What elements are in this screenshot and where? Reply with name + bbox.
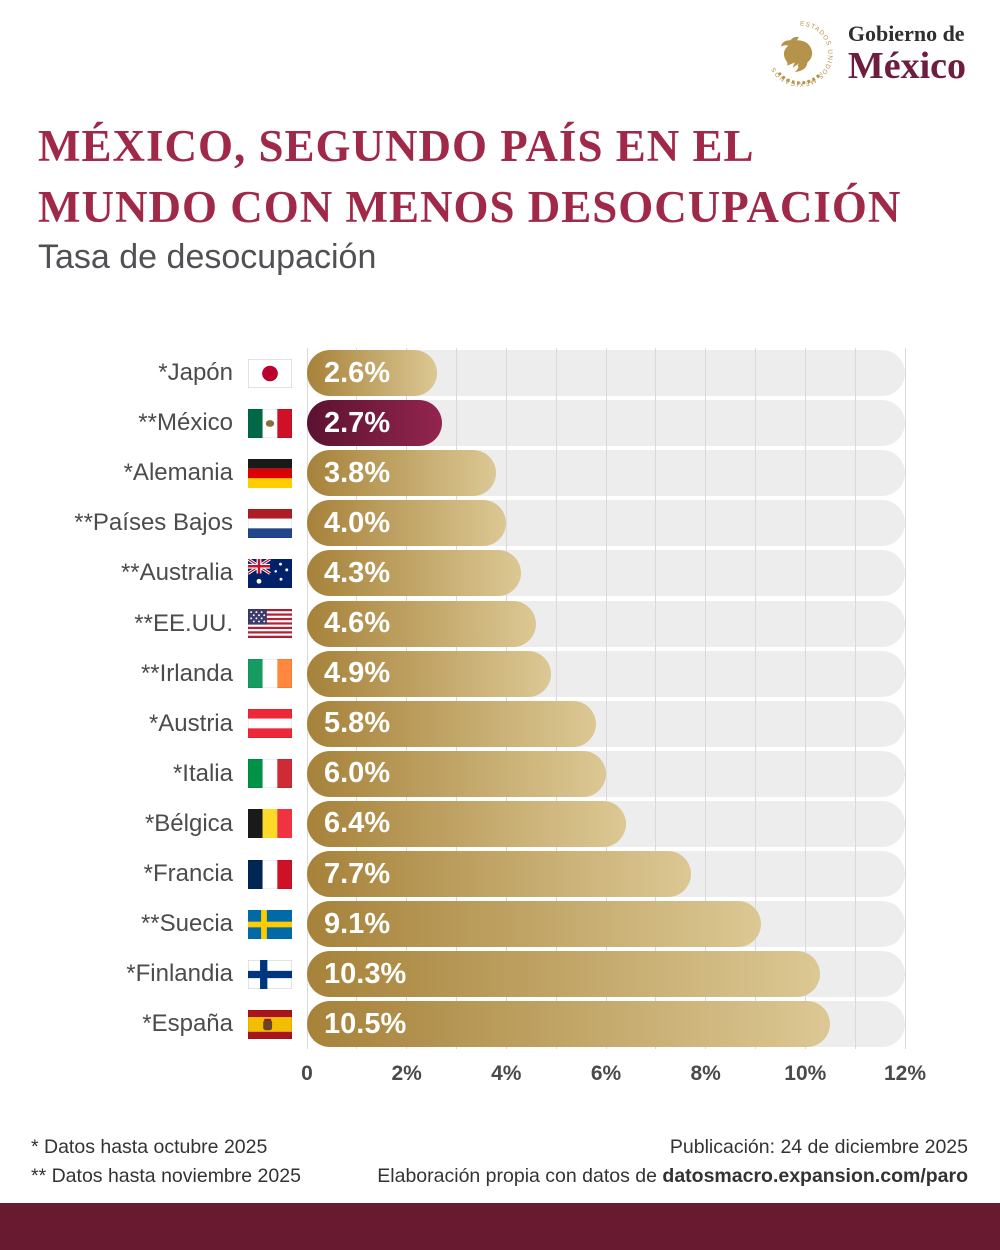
gridline — [356, 348, 358, 1049]
bar: 10.3% — [307, 951, 821, 998]
country-label: **Irlanda — [140, 659, 233, 687]
bar-value-label: 4.9% — [324, 657, 391, 690]
bar-value-label: 5.8% — [324, 707, 391, 740]
flag-fr-icon — [248, 859, 292, 889]
credits: Publicación: 24 de diciembre 2025 Elabor… — [377, 1133, 968, 1191]
gobierno-de-mexico-logo: ESTADOS UNIDOS MEXICANOS Gobierno de Méx… — [762, 16, 966, 92]
gridline — [804, 348, 806, 1049]
flag-au-icon — [248, 558, 292, 588]
source-prefix: Elaboración propia con datos de — [377, 1165, 663, 1187]
page-title-line2: MUNDO CON MENOS DESOCUPACIÓN — [38, 182, 902, 233]
bar-value-label: 10.3% — [324, 957, 407, 990]
bar-value-label: 3.8% — [324, 456, 391, 489]
bar: 9.1% — [307, 901, 761, 948]
bar: 4.6% — [307, 600, 537, 647]
country-label: *Alemania — [123, 459, 233, 487]
gridline — [555, 348, 557, 1049]
flag-us-icon — [248, 609, 292, 638]
flag-it-icon — [248, 759, 292, 789]
flag-at-icon — [248, 709, 292, 739]
bar-value-label: 2.7% — [324, 406, 391, 439]
source-line: Elaboración propia con datos de datosmac… — [377, 1162, 968, 1191]
gobierno-wordmark: Gobierno de México — [847, 21, 966, 87]
source-url: datosmacro.expansion.com/paro — [662, 1165, 968, 1187]
flag-ie-icon — [248, 659, 292, 689]
bar: 4.9% — [307, 650, 552, 697]
gridline — [904, 348, 906, 1049]
bar: 10.5% — [307, 1001, 831, 1048]
x-tick-label: 4% — [491, 1062, 522, 1085]
footnote: * Datos hasta octubre 2025 — [31, 1136, 268, 1158]
wordmark-line1: Gobierno de — [847, 21, 965, 46]
country-label: **EE.UU. — [134, 609, 233, 637]
flag-fi-icon — [248, 959, 292, 989]
bar: 5.8% — [307, 700, 596, 747]
bar-highlight-mexico: 2.7% — [307, 400, 442, 447]
country-label: **México — [138, 409, 233, 437]
gridline — [306, 348, 308, 1049]
country-label: **Australia — [120, 559, 233, 587]
bar-value-label: 7.7% — [324, 857, 391, 890]
gridline — [655, 348, 657, 1049]
bar-value-label: 4.6% — [324, 607, 391, 639]
footnote: ** Datos hasta noviembre 2025 — [31, 1165, 301, 1187]
flag-mx-icon — [248, 408, 292, 438]
x-tick-label: 8% — [690, 1062, 721, 1085]
x-axis: 0 2% 4% 6% 8% 10% 12% — [0, 1062, 1000, 1092]
country-label: *España — [142, 1010, 233, 1038]
bar: 2.6% — [307, 350, 437, 396]
country-label: *Italia — [172, 759, 233, 787]
unemployment-bar-chart: *Japón 2.6% **México 2.7% *Alemania 3.8% **Paí… — [0, 348, 1000, 1050]
x-tick-label: 6% — [590, 1062, 622, 1085]
x-tick-label: 12% — [883, 1062, 927, 1085]
page-title-line1: MÉXICO, SEGUNDO PAÍS EN EL — [38, 121, 755, 171]
gridline — [755, 348, 756, 1049]
bottom-accent-bar — [0, 1203, 1000, 1250]
country-label: *Austria — [148, 709, 233, 737]
country-label: *Francia — [143, 860, 233, 887]
gridline — [605, 348, 607, 1049]
country-label: *Finlandia — [126, 960, 233, 988]
country-label: **Suecia — [140, 910, 233, 938]
bar: 6.0% — [307, 750, 606, 797]
bar: 4.3% — [307, 550, 522, 597]
flag-se-icon — [248, 909, 292, 939]
flag-jp-icon — [248, 358, 292, 388]
gridline — [406, 348, 408, 1049]
country-label: *Bélgica — [144, 809, 233, 837]
wordmark-line2: México — [847, 45, 966, 87]
flag-es-icon — [248, 1009, 292, 1039]
x-tick-label: 2% — [391, 1062, 422, 1085]
bar-value-label: 6.4% — [324, 807, 391, 840]
bar: 6.4% — [307, 800, 626, 847]
gridline — [505, 348, 507, 1049]
flag-nl-icon — [248, 508, 292, 538]
flag-de-icon — [248, 458, 292, 488]
gridline — [705, 348, 707, 1049]
x-tick-label: 10% — [784, 1062, 827, 1085]
flag-be-icon — [248, 809, 292, 839]
seal-eagle — [780, 36, 812, 72]
page-title: MÉXICO, SEGUNDO PAÍS EN EL MUNDO CON MEN… — [38, 116, 901, 238]
bar-value-label: 4.3% — [324, 556, 391, 589]
seal-laurel — [777, 71, 823, 85]
bar: 7.7% — [307, 851, 691, 897]
bar-value-label: 10.5% — [324, 1007, 407, 1040]
mexico-national-seal-icon: ESTADOS UNIDOS MEXICANOS — [770, 20, 833, 87]
bar: 4.0% — [307, 500, 507, 547]
footnotes: * Datos hasta octubre 2025 ** Datos hasta… — [31, 1133, 301, 1191]
bar: 3.8% — [307, 450, 497, 497]
seal-detail — [797, 63, 802, 68]
chart-subtitle: Tasa de desocupación — [38, 238, 377, 276]
bar-value-label: 9.1% — [324, 907, 391, 940]
country-label: *Japón — [158, 359, 233, 386]
bar-value-label: 2.6% — [324, 356, 391, 389]
publication-date: Publicación: 24 de diciembre 2025 — [669, 1136, 968, 1158]
bar-value-label: 4.0% — [324, 506, 391, 539]
country-label: **Países Bajos — [74, 509, 233, 537]
gridline — [854, 348, 856, 1049]
gridline — [456, 348, 457, 1049]
x-tick-label: 0 — [301, 1062, 313, 1085]
bar-value-label: 6.0% — [324, 757, 391, 790]
